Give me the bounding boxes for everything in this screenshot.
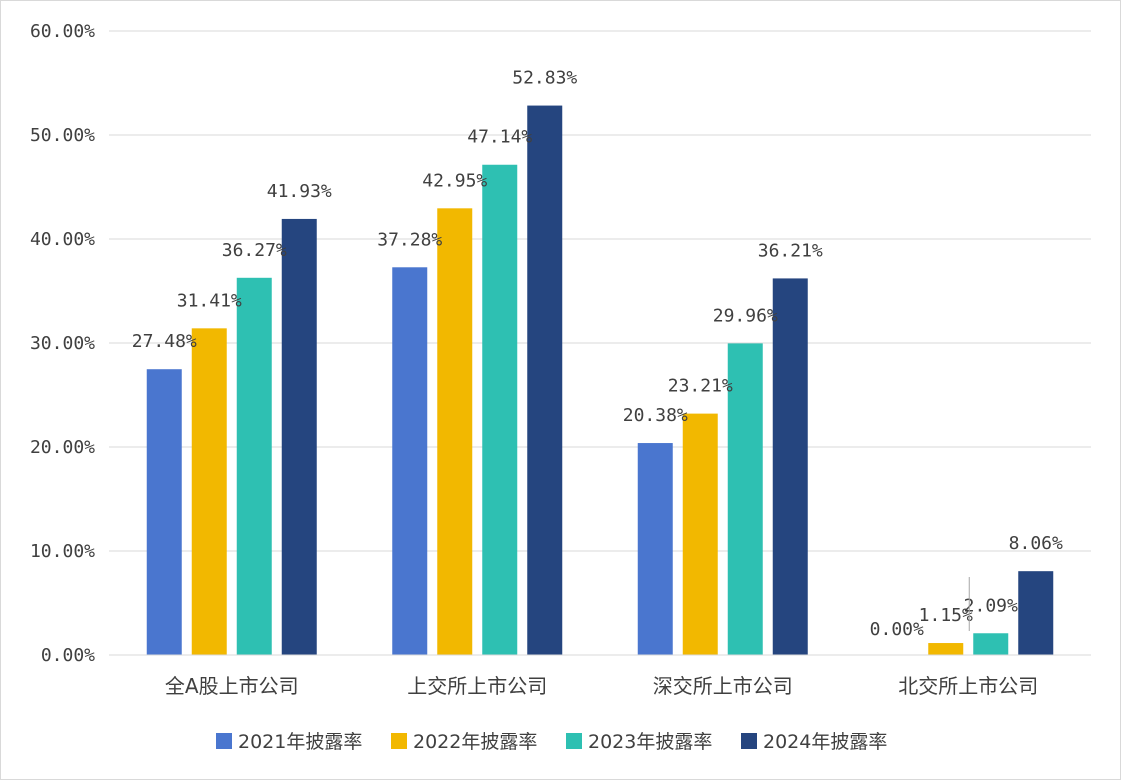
y-tick-label: 40.00% [30,229,95,250]
legend-label: 2021年披露率 [238,731,362,753]
y-tick-label: 60.00% [30,21,95,42]
data-label: 20.38% [623,405,688,426]
y-tick-label: 50.00% [30,125,95,146]
data-label: 47.14% [467,127,532,148]
legend-label: 2024年披露率 [763,731,887,753]
legend-swatch [216,733,232,749]
data-label: 0.00% [870,619,924,640]
y-tick-label: 10.00% [30,541,95,562]
legend-swatch [741,733,757,749]
legend-swatch [566,733,582,749]
bar [392,267,428,655]
x-category-label: 上交所上市公司 [407,674,547,698]
bar [482,164,518,655]
data-label: 37.28% [377,229,442,250]
legend-label: 2023年披露率 [588,731,712,753]
data-label: 23.21% [668,376,733,397]
x-category-label: 深交所上市公司 [653,674,793,698]
data-label: 31.41% [177,290,242,311]
y-tick-label: 30.00% [30,333,95,354]
x-category-label: 北交所上市公司 [898,674,1038,698]
data-label: 8.06% [1009,533,1063,554]
data-label: 36.21% [758,240,823,261]
bar [236,277,272,655]
data-label: 29.96% [713,305,778,326]
bar [727,343,763,655]
bar [437,208,473,655]
data-label: 52.83% [512,68,577,89]
bar [682,413,718,655]
y-tick-label: 0.00% [41,645,95,666]
data-label: 42.95% [422,170,487,191]
bar [527,105,563,656]
bar [973,633,1009,655]
bar [281,218,317,656]
data-label: 36.27% [222,240,287,261]
data-label: 27.48% [132,331,197,352]
bar [1018,571,1054,655]
data-label: 41.93% [267,181,332,202]
y-tick-label: 20.00% [30,437,95,458]
data-label: 2.09% [964,595,1018,616]
bar [191,328,227,655]
legend-swatch [391,733,407,749]
x-category-label: 全A股上市公司 [165,674,299,698]
bar [146,369,182,655]
data-label: 1.15% [919,605,973,626]
bar [928,643,964,655]
bar [772,278,808,655]
bar [637,443,673,655]
legend-label: 2022年披露率 [413,731,537,753]
